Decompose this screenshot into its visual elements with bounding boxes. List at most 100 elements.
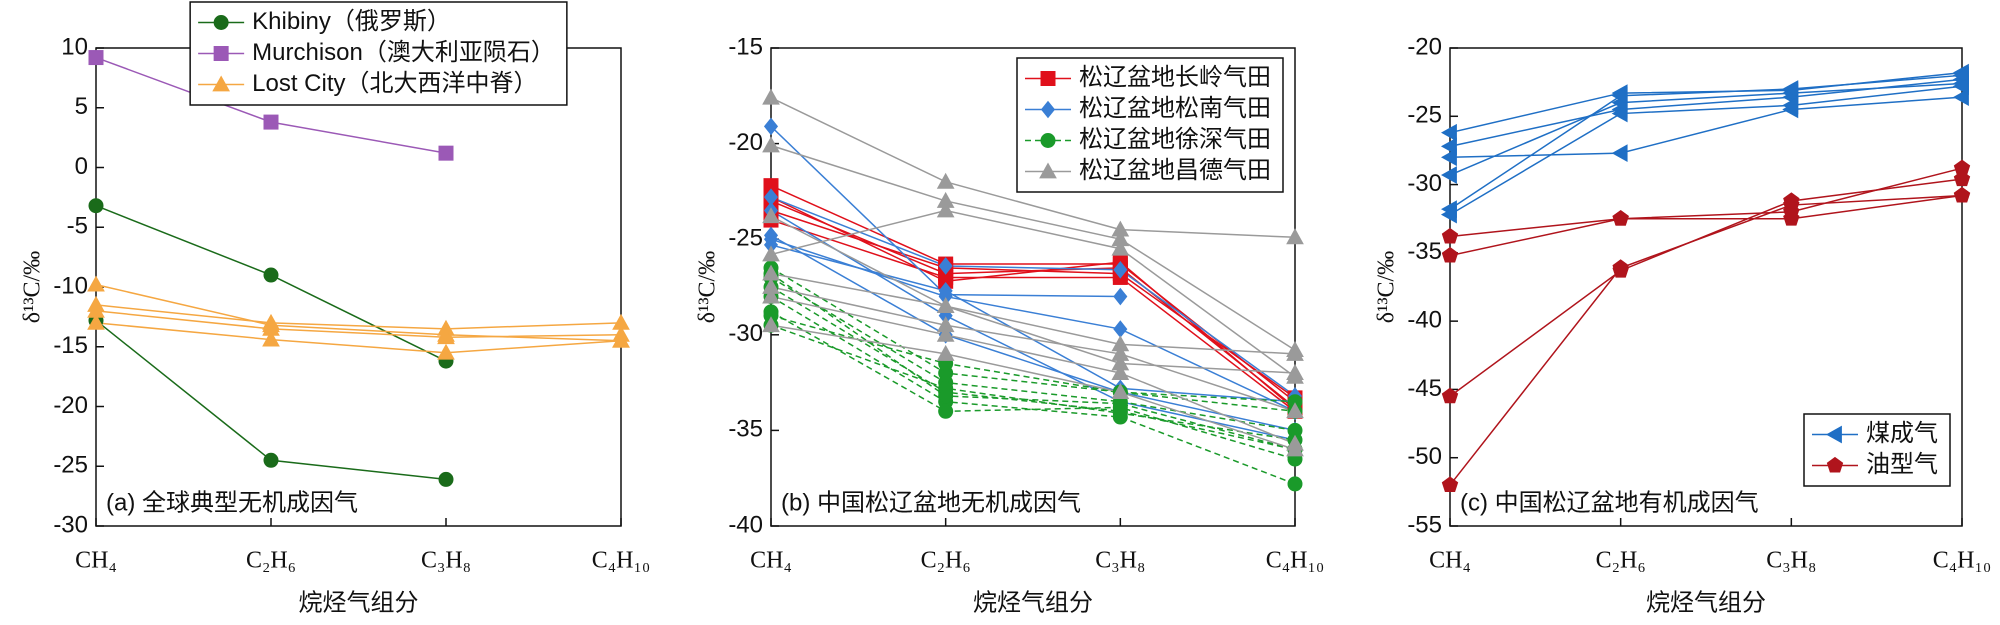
marker bbox=[1440, 148, 1457, 167]
marker bbox=[1111, 383, 1130, 400]
series-line bbox=[1449, 167, 1963, 257]
y-axis-label: δ¹³C/‰ bbox=[1374, 251, 1400, 323]
series-line bbox=[770, 196, 1296, 397]
y-tick-label: -50 bbox=[1407, 443, 1442, 470]
legend-box bbox=[1803, 413, 1951, 487]
y-tick-label: -25 bbox=[1407, 102, 1442, 129]
legend-box bbox=[189, 1, 568, 106]
legend-marker bbox=[1825, 425, 1842, 444]
annotation: (b) 中国松辽盆地无机成因气 bbox=[781, 489, 1081, 516]
marker bbox=[1286, 402, 1304, 419]
series-line bbox=[770, 267, 1296, 403]
series-line bbox=[770, 276, 1296, 432]
marker bbox=[1113, 287, 1128, 306]
marker bbox=[1441, 246, 1459, 263]
marker bbox=[938, 388, 954, 404]
series-line bbox=[770, 234, 1296, 432]
x-tick-label: CH₄ bbox=[75, 548, 117, 574]
marker bbox=[1440, 137, 1457, 156]
marker bbox=[263, 114, 279, 130]
y-tick-label: -30 bbox=[728, 320, 763, 347]
marker bbox=[1953, 170, 1971, 187]
marker bbox=[762, 136, 780, 153]
marker bbox=[1952, 88, 1969, 107]
marker bbox=[762, 207, 780, 224]
marker bbox=[1612, 259, 1629, 275]
marker bbox=[1111, 364, 1130, 380]
series-line bbox=[1449, 74, 1963, 210]
marker bbox=[438, 145, 454, 161]
marker bbox=[1441, 476, 1459, 493]
legend-marker bbox=[213, 46, 229, 61]
y-tick-label: -20 bbox=[728, 129, 763, 156]
y-tick-label: -35 bbox=[728, 416, 763, 443]
legend-box bbox=[1016, 57, 1284, 193]
legend-label: Murchison（澳大利亚陨石） bbox=[252, 39, 555, 66]
legend-label: 松辽盆地松南气田 bbox=[1079, 95, 1271, 122]
marker bbox=[1286, 440, 1304, 457]
marker bbox=[1440, 166, 1457, 184]
marker bbox=[1286, 364, 1304, 380]
marker bbox=[936, 344, 955, 361]
legend-label: 松辽盆地长岭气田 bbox=[1079, 64, 1271, 91]
y-tick-label: -10 bbox=[53, 272, 88, 299]
series-line bbox=[770, 286, 1296, 412]
legend-marker bbox=[213, 15, 229, 30]
marker bbox=[1782, 96, 1799, 115]
legend-marker bbox=[1826, 456, 1844, 473]
legend-label: Khibiny（俄罗斯） bbox=[252, 8, 451, 35]
marker bbox=[1611, 86, 1628, 105]
plot-frame bbox=[1449, 47, 1963, 527]
annotation: (c) 中国松辽盆地有机成因气 bbox=[1460, 489, 1759, 516]
y-tick-label: -15 bbox=[53, 332, 88, 359]
series-line bbox=[770, 215, 1296, 374]
x-tick-label: C₄H₁₀ bbox=[1266, 548, 1324, 574]
series-line bbox=[95, 304, 622, 330]
y-tick-label: -20 bbox=[1407, 33, 1442, 60]
x-tick-label: C₂H₆ bbox=[921, 548, 971, 574]
marker bbox=[263, 267, 279, 283]
series-line bbox=[95, 283, 622, 342]
series-line bbox=[1449, 96, 1963, 159]
legend: Khibiny（俄罗斯） Murchison（澳大利亚陨石） Lost City（北… bbox=[189, 1, 568, 106]
marker bbox=[936, 297, 955, 314]
marker bbox=[1953, 186, 1971, 203]
marker bbox=[1286, 344, 1304, 361]
series-line bbox=[770, 209, 1296, 378]
marker bbox=[437, 328, 455, 345]
marker bbox=[762, 316, 780, 333]
series-line bbox=[770, 273, 1296, 451]
marker bbox=[1440, 205, 1457, 224]
series-line bbox=[770, 272, 1296, 355]
marker bbox=[1440, 123, 1457, 142]
marker bbox=[87, 275, 105, 292]
marker bbox=[612, 331, 630, 348]
y-tick-label: -15 bbox=[728, 33, 763, 60]
marker bbox=[437, 343, 455, 360]
marker bbox=[1111, 239, 1130, 256]
series-line bbox=[770, 219, 1296, 412]
series-line bbox=[1449, 194, 1963, 238]
series-line bbox=[770, 144, 1296, 351]
marker bbox=[1612, 210, 1629, 226]
y-tick-label: -25 bbox=[53, 452, 88, 479]
chart-panel: -30 -25 -20 -15 -10 -5 0 5 10 CH₄ C₂H₆ C₃H₈ C₄H₁₀ 烷烃气… bbox=[20, 1, 650, 616]
y-tick-label: 10 bbox=[61, 33, 88, 60]
marker bbox=[936, 172, 955, 189]
legend-label: 煤成气 bbox=[1866, 420, 1938, 447]
y-tick-label: -20 bbox=[53, 392, 88, 419]
series-line bbox=[1449, 194, 1963, 486]
y-tick-label: -25 bbox=[728, 225, 763, 252]
marker bbox=[762, 245, 780, 262]
legend-label: Lost City（北大西洋中脊） bbox=[252, 70, 537, 97]
x-axis-label: 烷烃气组分 bbox=[1646, 589, 1766, 616]
legend-marker bbox=[1039, 162, 1057, 179]
series-line bbox=[770, 196, 1296, 410]
y-tick-label: -45 bbox=[1407, 375, 1442, 402]
marker bbox=[1113, 260, 1128, 279]
series-line bbox=[95, 310, 622, 338]
marker bbox=[1286, 228, 1304, 245]
y-tick-label: 0 bbox=[75, 153, 88, 180]
series-line bbox=[1449, 178, 1963, 397]
